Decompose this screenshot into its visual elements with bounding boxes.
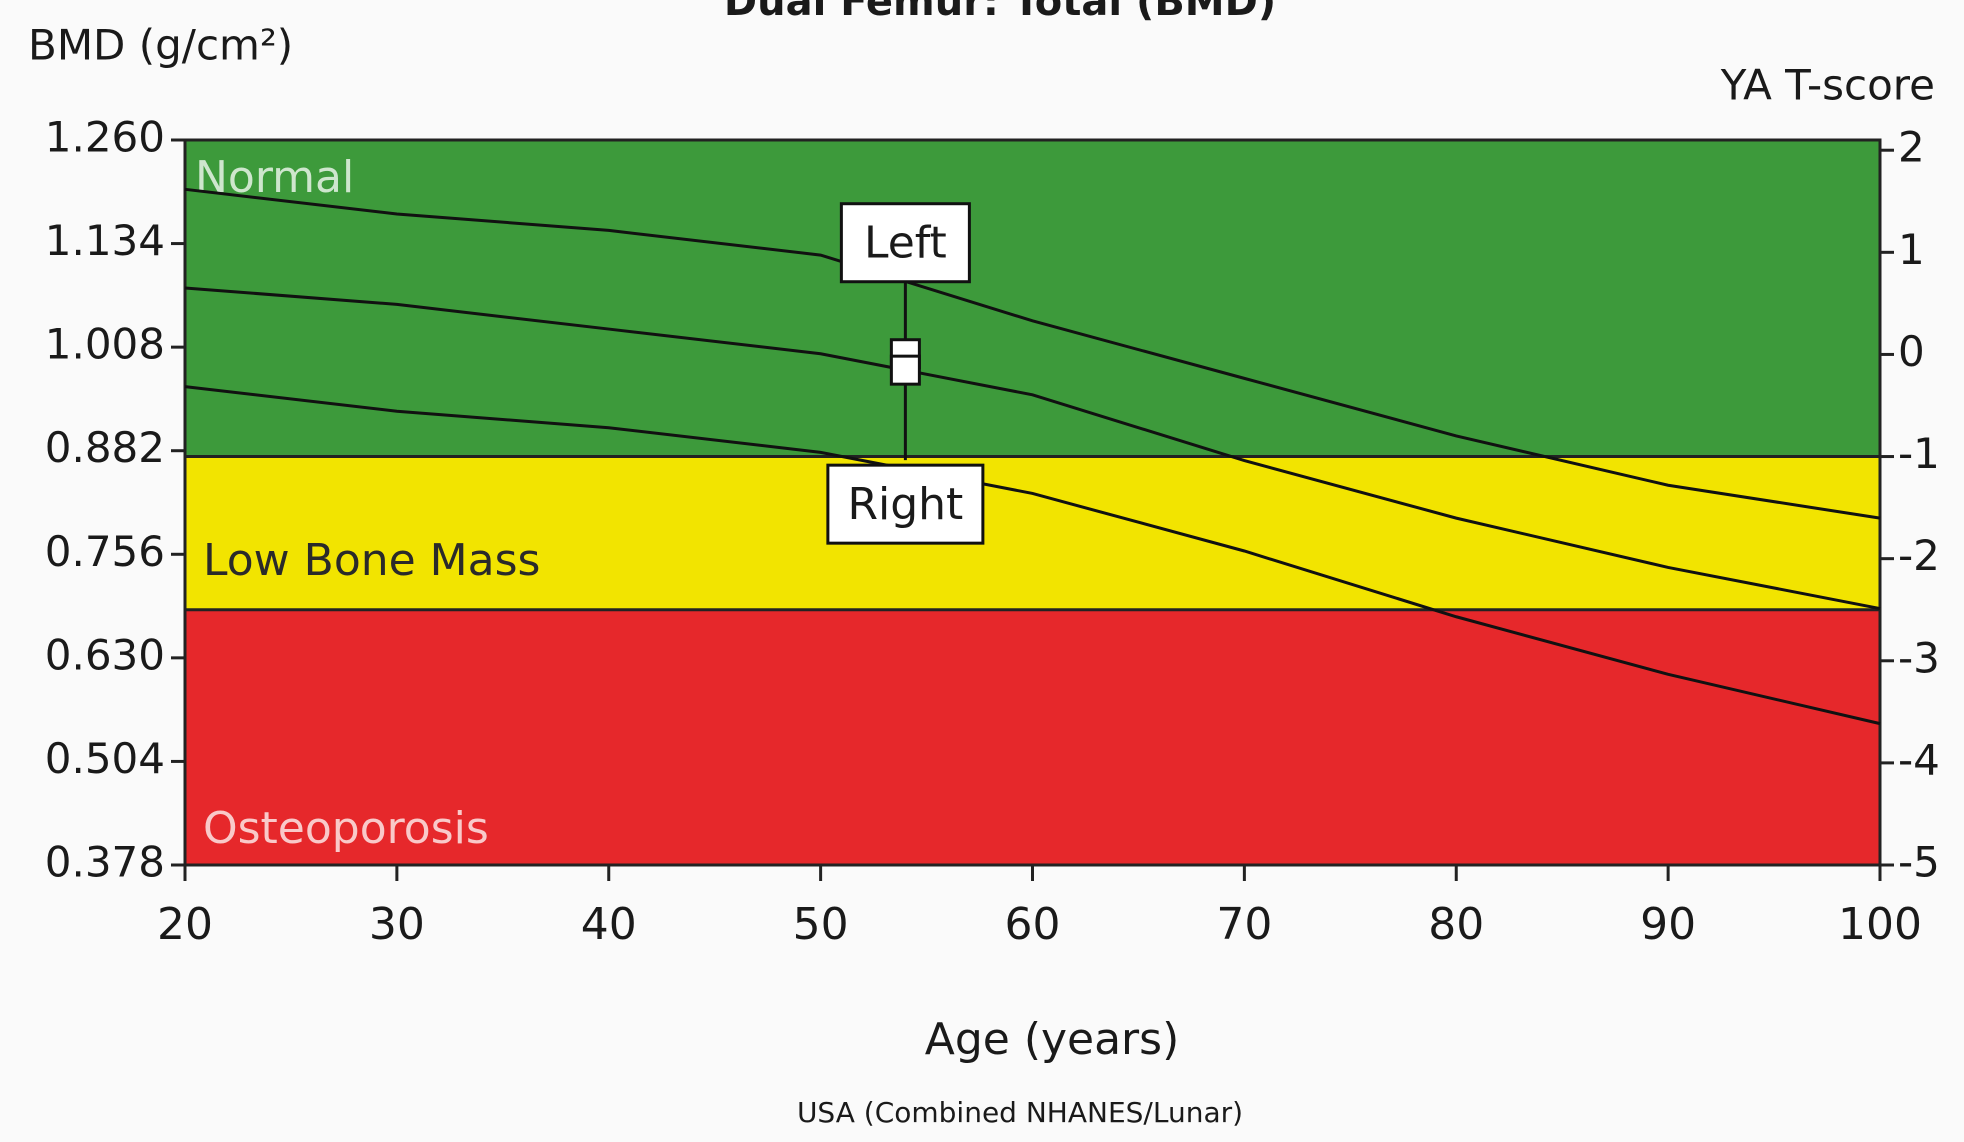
- reference-curve: [184, 385, 1881, 726]
- band: [185, 140, 1880, 457]
- annotation-label: Right: [847, 479, 963, 530]
- y-tick-label: 0.378: [45, 838, 165, 887]
- x-tick-label: 90: [1640, 899, 1696, 950]
- y2-tick-label: -3: [1898, 633, 1940, 682]
- band-label: Normal: [195, 152, 354, 203]
- y-tick-label: 0.756: [45, 527, 165, 576]
- source-note: USA (Combined NHANES/Lunar): [797, 1096, 1243, 1129]
- reference-curve: [184, 286, 1881, 611]
- x-tick-label: 20: [157, 899, 213, 950]
- x-tick-label: 80: [1428, 899, 1484, 950]
- y2-tick-label: -5: [1898, 838, 1940, 887]
- y-tick-label: 1.008: [45, 320, 165, 369]
- y2-axis-label: YA T-score: [1720, 61, 1935, 110]
- annotation-label: Left: [864, 218, 947, 269]
- band: [185, 609, 1880, 865]
- reference-curve: [184, 187, 1881, 520]
- x-tick-label: 100: [1838, 899, 1922, 950]
- y-tick-label: 0.630: [45, 630, 165, 679]
- y2-tick-label: -2: [1898, 531, 1940, 580]
- y-axis-label: BMD (g/cm²): [28, 21, 293, 70]
- patient-point: [889, 354, 921, 386]
- x-tick-label: 60: [1005, 899, 1061, 950]
- x-tick-label: 50: [793, 899, 849, 950]
- y2-tick-label: -1: [1898, 429, 1940, 478]
- band-label: Osteoporosis: [203, 803, 489, 854]
- y2-tick-label: 1: [1898, 225, 1925, 274]
- annotation-box: [839, 202, 971, 284]
- y-tick-label: 0.504: [45, 734, 165, 783]
- x-tick-label: 30: [369, 899, 425, 950]
- chart-title: Dual Femur: Total (BMD): [724, 0, 1276, 25]
- y-tick-label: 1.260: [45, 113, 165, 162]
- x-axis-label: Age (years): [925, 1014, 1180, 1065]
- y2-tick-label: 2: [1898, 123, 1925, 172]
- band: [185, 456, 1880, 610]
- y2-tick-label: -4: [1898, 735, 1940, 784]
- x-tick-label: 40: [581, 899, 637, 950]
- y2-tick-label: 0: [1898, 327, 1925, 376]
- y-tick-label: 0.882: [45, 423, 165, 472]
- y-tick-label: 1.134: [45, 216, 165, 265]
- x-tick-label: 70: [1216, 899, 1272, 950]
- band-label: Low Bone Mass: [203, 535, 540, 586]
- annotation-box: [826, 463, 985, 545]
